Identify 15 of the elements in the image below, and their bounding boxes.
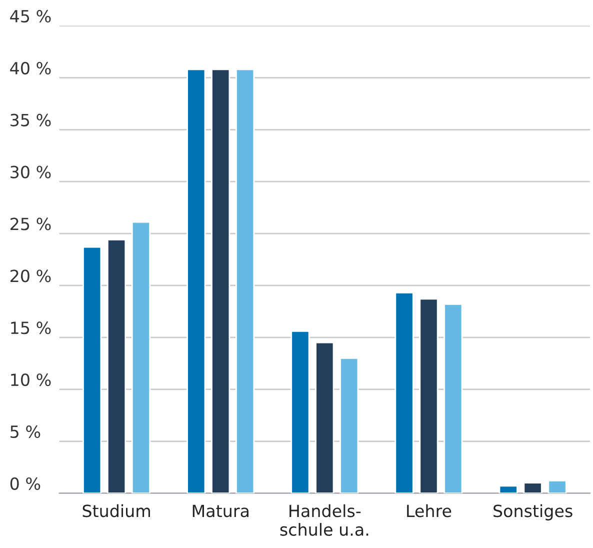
- x-tick-label: Handels- schule u.a.: [280, 504, 368, 536]
- y-tick-label: 5 %: [10, 425, 40, 438]
- y-tick-label: 40 %: [10, 62, 51, 74]
- y-tick-label: 0 %: [10, 477, 40, 490]
- x-tick-label: Matura: [192, 504, 248, 518]
- x-tick-label: Studium: [82, 504, 150, 518]
- y-tick-label: 25 %: [10, 218, 51, 230]
- y-tick-label: 45 %: [10, 10, 51, 23]
- y-tick-label: 20 %: [10, 270, 51, 282]
- y-tick-label: 30 %: [10, 166, 51, 178]
- x-tick-label: Sonstiges: [494, 504, 572, 520]
- y-tick-label: 15 %: [11, 322, 51, 334]
- y-tick-label: 10 %: [11, 373, 51, 386]
- x-tick-label: Lehre: [407, 504, 452, 518]
- y-tick-label: 35 %: [10, 114, 51, 126]
